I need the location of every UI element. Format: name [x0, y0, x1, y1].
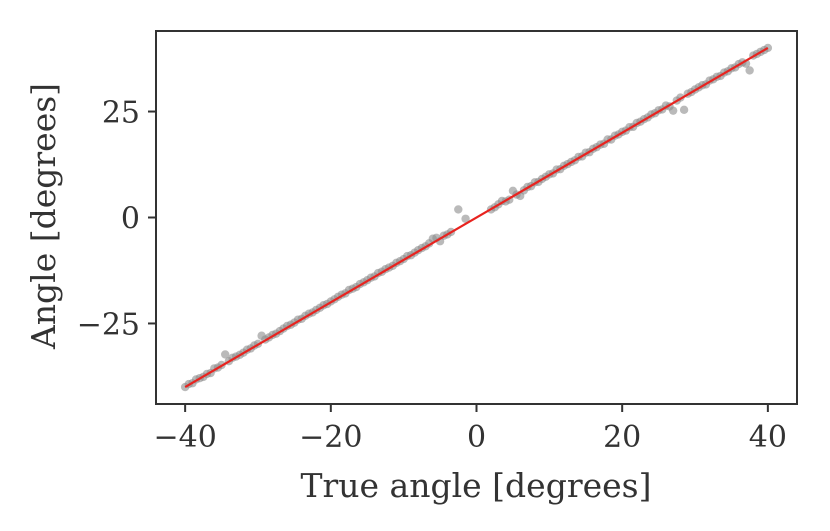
data-point: [454, 205, 463, 214]
y-axis-ticks: −25 0 25: [77, 96, 156, 342]
y-tick-label: 25: [102, 96, 140, 131]
data-point: [679, 105, 689, 115]
data-point: [220, 350, 230, 359]
y-tick-label: 0: [121, 202, 140, 237]
x-tick-label: 40: [749, 420, 787, 455]
fit-line: [184, 47, 769, 388]
x-axis-ticks: −40 −20 0 20 40: [153, 404, 787, 455]
data-point: [745, 66, 754, 75]
x-tick-label: −40: [153, 420, 216, 455]
y-tick-label: −25: [77, 307, 140, 342]
x-tick-label: −20: [299, 420, 362, 455]
data-point: [668, 106, 678, 115]
data-point: [461, 214, 470, 223]
y-axis-label: Angle [degrees]: [24, 83, 63, 350]
x-tick-label: 20: [603, 420, 641, 455]
fit-line-layer: [184, 47, 769, 388]
x-tick-label: 0: [467, 420, 486, 455]
x-axis-label: True angle [degrees]: [301, 466, 652, 505]
